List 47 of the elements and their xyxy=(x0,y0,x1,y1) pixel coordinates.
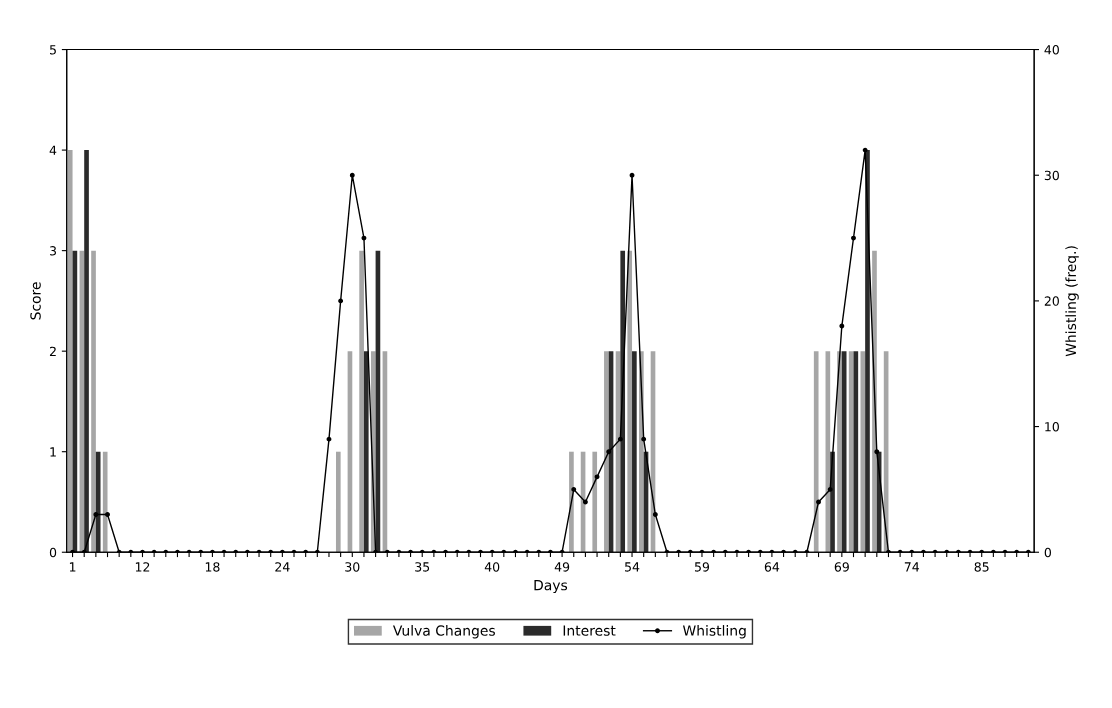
bar xyxy=(632,351,637,553)
y2-tick-label: 40 xyxy=(1044,45,1059,55)
y2-tick-label: 20 xyxy=(1044,296,1059,306)
y-tick-label: 2 xyxy=(49,346,56,356)
y-tick-label: 0 xyxy=(49,547,57,558)
x-tick-label: 40 xyxy=(484,562,500,572)
x-tick-label: 64 xyxy=(764,562,780,572)
bar xyxy=(813,351,819,553)
bar xyxy=(95,451,101,553)
x-tick-label: 1 xyxy=(69,562,76,572)
x-tick-label: 12 xyxy=(135,562,150,572)
legend-label: Vulva Changes xyxy=(392,625,495,639)
y-tick-label: 4 xyxy=(49,145,57,155)
bar xyxy=(860,351,866,553)
x-axis-title: Days xyxy=(534,580,568,594)
x-tick-label: 85 xyxy=(974,562,989,572)
y2-tick-label: 0 xyxy=(1044,547,1052,558)
legend-label: Whistling xyxy=(682,625,746,639)
y-tick-label: 5 xyxy=(50,45,56,55)
bar xyxy=(91,250,96,553)
x-tick-label: 30 xyxy=(345,562,360,572)
y-tick-label: 1 xyxy=(50,447,56,457)
x-tick-label: 69 xyxy=(834,562,849,572)
bar xyxy=(102,451,108,553)
bar xyxy=(84,150,89,553)
bar xyxy=(853,351,859,553)
x-tick-label: 74 xyxy=(904,562,920,572)
bar xyxy=(67,150,73,553)
y2-axis-title: Whistling (freq.) xyxy=(1065,246,1079,357)
bar xyxy=(627,250,633,553)
y2-tick-label: 10 xyxy=(1045,422,1059,432)
bar xyxy=(335,451,341,553)
y2-tick-label: 30 xyxy=(1044,170,1059,181)
legend-label: Interest xyxy=(563,625,616,636)
bar xyxy=(592,451,598,553)
bar xyxy=(604,351,609,553)
bar xyxy=(837,351,842,553)
x-tick-label: 24 xyxy=(275,562,290,572)
x-tick-label: 18 xyxy=(205,562,220,572)
x-tick-label: 54 xyxy=(625,562,640,572)
x-tick-label: 49 xyxy=(554,562,570,572)
bar xyxy=(363,351,369,553)
bar xyxy=(359,250,364,553)
y-axis-title: Score xyxy=(30,282,41,320)
x-tick-label: 59 xyxy=(694,562,710,572)
x-tick-label: 35 xyxy=(415,562,430,572)
y-tick-label: 3 xyxy=(50,246,56,256)
